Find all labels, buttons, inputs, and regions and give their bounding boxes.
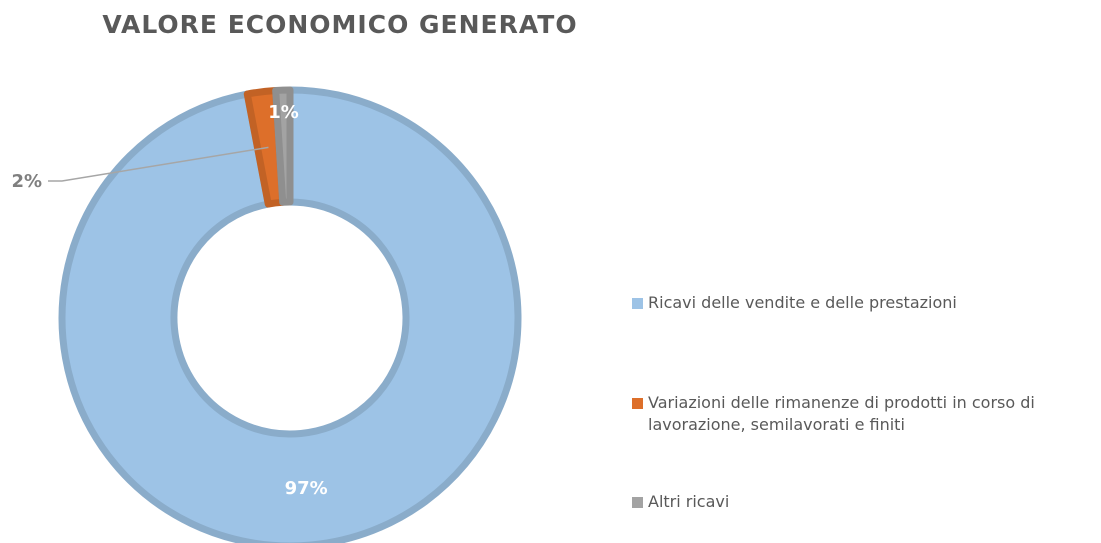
legend-label: Ricavi delle vendite e delle prestazioni <box>648 293 957 312</box>
donut-segment <box>58 86 522 543</box>
chart-title: VALORE ECONOMICO GENERATO <box>102 10 577 39</box>
leader-line <box>48 146 269 182</box>
legend-label: Variazioni delle rimanenze di prodotti i… <box>648 393 1035 434</box>
legend-item: Altri ricavi <box>632 491 1098 513</box>
legend-label: Altri ricavi <box>648 492 730 511</box>
data-label: 97% <box>285 478 328 499</box>
legend-swatch <box>632 398 643 409</box>
donut-segment <box>272 86 294 206</box>
data-label: 2% <box>11 171 42 192</box>
legend-item: Variazioni delle rimanenze di prodotti i… <box>632 392 1098 436</box>
data-label: 1% <box>268 102 299 123</box>
legend-swatch <box>632 497 643 508</box>
legend-item: Ricavi delle vendite e delle prestazioni <box>632 292 1098 314</box>
legend-swatch <box>632 298 643 309</box>
